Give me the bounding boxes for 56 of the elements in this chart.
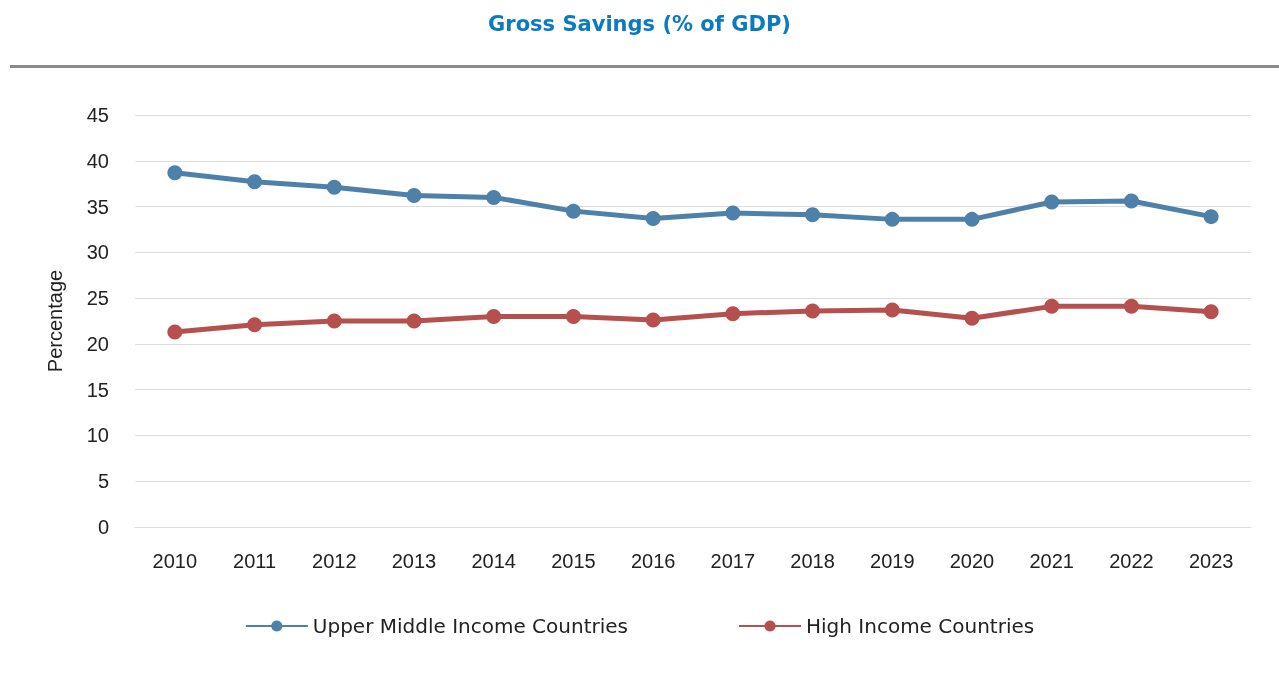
y-tick-label: 45 [86,104,109,126]
point [565,203,581,219]
point [247,174,263,190]
point [884,302,900,318]
x-tick-label: 2020 [949,550,995,572]
point [964,211,980,227]
point [326,313,342,329]
x-tick-label: 2011 [233,550,277,572]
point [486,308,502,324]
point [884,211,900,227]
point [167,324,183,340]
point [565,308,581,324]
x-tick-label: 2010 [152,550,198,572]
point [486,189,502,205]
y-tick-label: 30 [86,241,109,264]
point [1044,298,1060,314]
point [1203,209,1219,225]
point [326,179,342,195]
point [406,313,422,329]
point [1123,298,1139,314]
point [1203,304,1219,320]
point [645,312,661,328]
y-tick-label: 0 [97,516,109,538]
x-tick-label: 2017 [710,550,756,572]
chart-title: Gross Savings (% of GDP) [487,12,792,36]
point [1123,193,1139,209]
point [805,303,821,319]
point [964,310,980,326]
x-tick-label: 2021 [1029,550,1074,572]
legend-label: Upper Middle Income Countries [312,614,629,638]
x-tick-label: 2014 [471,550,516,572]
y-tick-label: 20 [86,332,109,355]
x-tick-label: 2013 [391,550,437,572]
point [725,205,741,221]
y-axis-title: Percentage [44,269,66,373]
y-tick-label: 35 [86,195,109,218]
y-tick-label: 5 [97,470,109,493]
y-tick-label: 10 [86,424,109,447]
point [247,317,263,333]
x-tick-label: 2015 [551,550,596,572]
x-tick-label: 2016 [630,550,676,572]
point [725,306,741,322]
x-tick-label: 2018 [790,550,835,572]
point [167,165,183,181]
point [645,210,661,226]
point [1044,194,1060,210]
x-tick-label: 2012 [312,550,357,572]
y-tick-label: 15 [86,378,109,401]
x-tick-label: 2022 [1109,550,1154,572]
x-tick-label: 2023 [1188,550,1234,572]
y-tick-label: 25 [86,287,109,310]
legend-label: High Income Countries [806,614,1035,638]
point [805,207,821,223]
x-tick-label: 2019 [870,550,915,572]
point [406,188,422,204]
y-tick-label: 40 [86,149,109,172]
